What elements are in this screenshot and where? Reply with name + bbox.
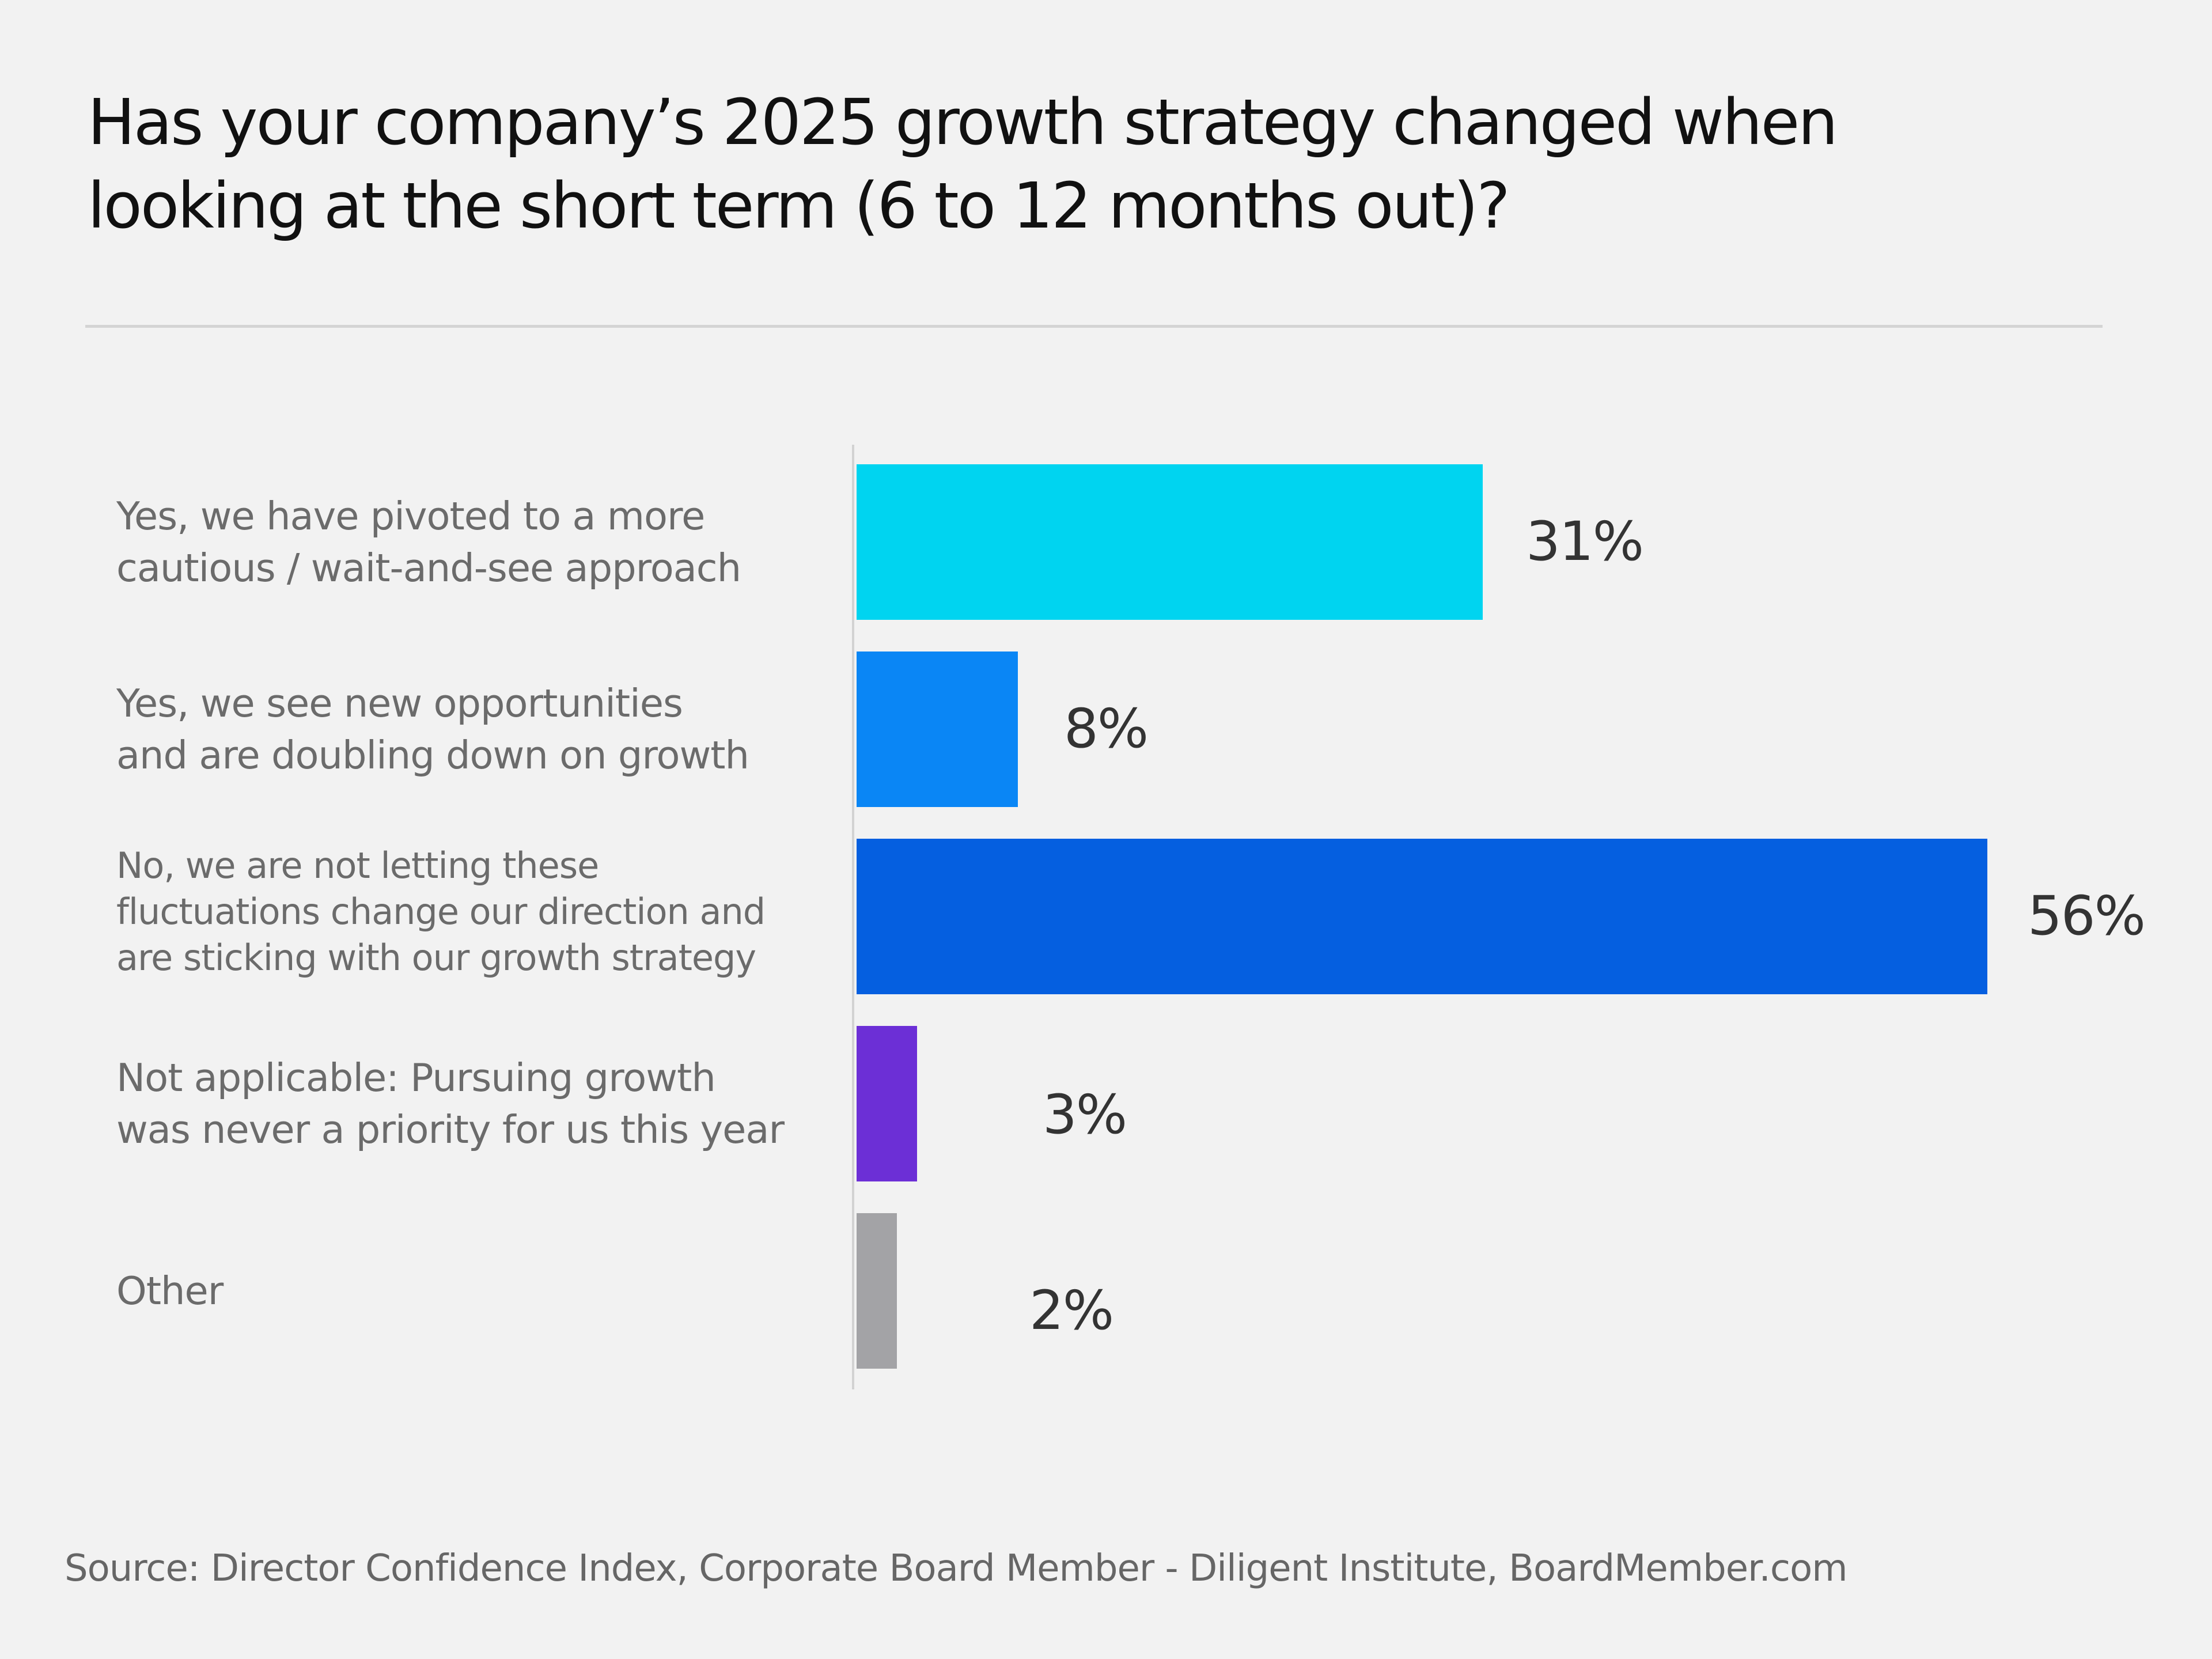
bar [857,464,1483,620]
category-label: Yes, we have pivoted to a more cautious … [116,494,741,590]
chart-title: Has your company’s 2025 growth strategy … [88,85,1838,243]
category-label: Yes, we see new opportunities and are do… [116,681,749,778]
data-label: 2% [1029,1279,1114,1342]
bar [857,839,1987,994]
data-label: 8% [1064,698,1149,760]
data-label: 56% [2028,885,2146,948]
bar [857,1026,917,1181]
category-label: Other [116,1268,224,1313]
bar [857,1213,897,1369]
bar [857,652,1018,807]
category-label: Not applicable: Pursuing growth was neve… [116,1055,785,1152]
title-divider [85,325,2103,328]
data-label: 3% [1043,1084,1127,1146]
source-note: Source: Director Confidence Index, Corpo… [65,1547,1848,1590]
data-label: 31% [1526,510,1644,573]
category-label: No, we are not letting these fluctuation… [116,844,766,979]
category-axis-line [852,445,854,1389]
